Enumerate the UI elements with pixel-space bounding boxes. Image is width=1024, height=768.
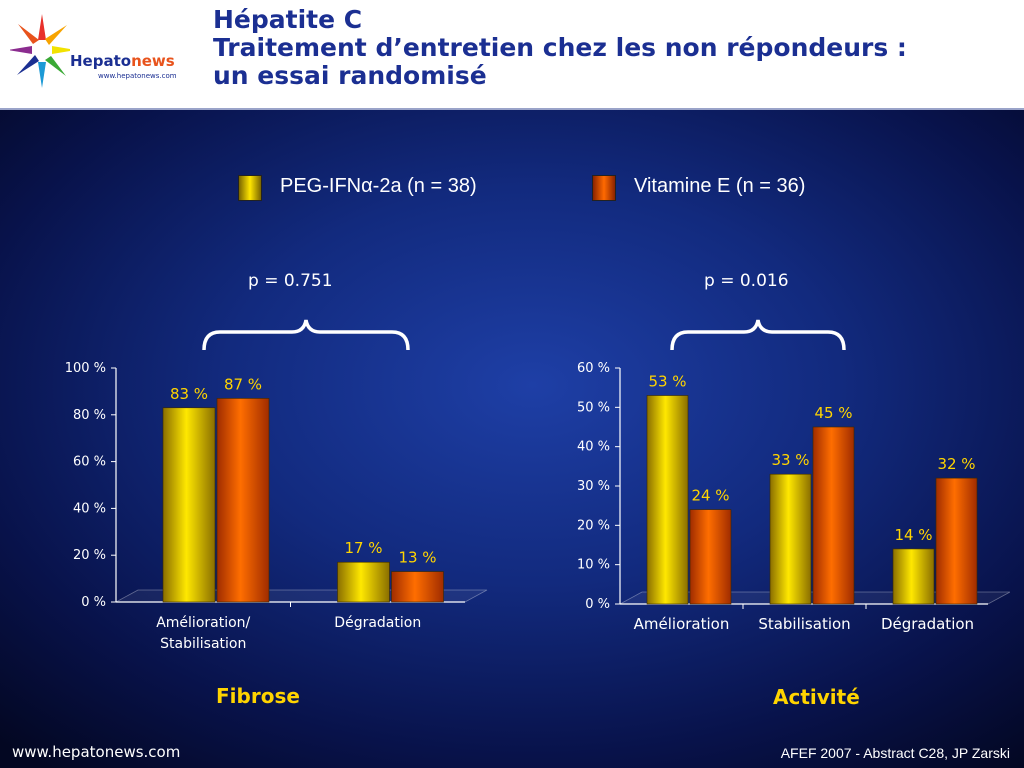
y-tick-label: 0 % (585, 597, 610, 612)
title-line-3: un essai randomisé (213, 61, 487, 90)
logo-star-icon (10, 14, 70, 88)
x-category-label: Amélioration (634, 615, 730, 633)
hepatonews-logo: Hepatonews www.hepatonews.com (10, 12, 200, 97)
bar-value-label: 45 % (814, 404, 852, 422)
brace-activite (670, 319, 846, 351)
p-value-activite: p = 0.016 (704, 271, 789, 291)
x-category-label: Stabilisation (758, 615, 850, 633)
bar-value-label: 14 % (894, 526, 932, 544)
legend-swatch-vitamine-e (592, 175, 616, 201)
y-tick-label: 50 % (577, 400, 610, 415)
bar-value-label: 24 % (691, 487, 729, 505)
x-category-label: Amélioration/ (156, 615, 250, 631)
x-category-label: Dégradation (334, 615, 421, 631)
bar-peg (892, 548, 935, 605)
bar-vitamine-e (216, 398, 270, 603)
bar-peg (769, 473, 812, 605)
footer-website: www.hepatonews.com (12, 743, 181, 761)
y-tick-label: 80 % (73, 408, 106, 423)
brace-fibrose (202, 319, 410, 351)
y-tick-label: 100 % (65, 361, 106, 376)
logo-url: www.hepatonews.com (98, 72, 177, 80)
bar-value-label: 32 % (937, 455, 975, 473)
legend-label-peg: PEG-IFNα-2a (n = 38) (280, 175, 477, 197)
chart-title-activite: Activité (773, 685, 860, 709)
y-tick-label: 10 % (577, 558, 610, 573)
chart-fibrose: 0 % 20 % 40 % 60 % 80 % 100 % Amélioration/Sta… (65, 361, 488, 652)
title-line-2: Traitement d’entretien chez les non répo… (213, 33, 907, 62)
y-tick-label: 20 % (73, 548, 106, 563)
chart-activite: 0 % 10 % 20 % 30 % 40 % 50 % 60 % Amélioration 5… (577, 361, 1010, 633)
y-tick-label: 30 % (577, 479, 610, 494)
legend-swatch-peg (238, 175, 262, 201)
y-tick-label: 60 % (73, 455, 106, 470)
y-tick-label: 0 % (81, 595, 106, 610)
y-tick-label: 60 % (577, 361, 610, 376)
bar-vitamine-e (689, 509, 732, 605)
title-line-1: Hépatite C (213, 5, 363, 34)
bar-peg (162, 407, 216, 603)
bar-peg (337, 561, 390, 603)
logo-wordmark: Hepatonews (70, 52, 175, 70)
x-category-label: Stabilisation (160, 636, 246, 652)
bar-value-label: 53 % (648, 373, 686, 391)
bar-vitamine-e (935, 477, 978, 605)
x-category-label: Dégradation (881, 615, 974, 633)
bar-value-label: 33 % (771, 451, 809, 469)
header-bar: Hepatonews www.hepatonews.com Hépatite C… (0, 0, 1024, 110)
y-tick-label: 40 % (577, 440, 610, 455)
bar-vitamine-e (812, 426, 855, 605)
p-value-fibrose: p = 0.751 (248, 271, 333, 291)
y-tick-label: 40 % (73, 501, 106, 516)
bar-value-label: 87 % (224, 375, 262, 393)
bar-peg (646, 395, 689, 605)
footer-reference: AFEF 2007 - Abstract C28, JP Zarski (780, 745, 1010, 761)
bar-value-label: 83 % (170, 385, 208, 403)
bar-value-label: 17 % (344, 539, 382, 557)
legend-label-vitamine-e: Vitamine E (n = 36) (634, 175, 806, 197)
y-tick-label: 20 % (577, 518, 610, 533)
bar-value-label: 13 % (398, 549, 436, 567)
chart-title-fibrose: Fibrose (216, 684, 300, 708)
bar-vitamine-e (391, 571, 444, 603)
slide-title: Hépatite C Traitement d’entretien chez l… (213, 6, 907, 90)
